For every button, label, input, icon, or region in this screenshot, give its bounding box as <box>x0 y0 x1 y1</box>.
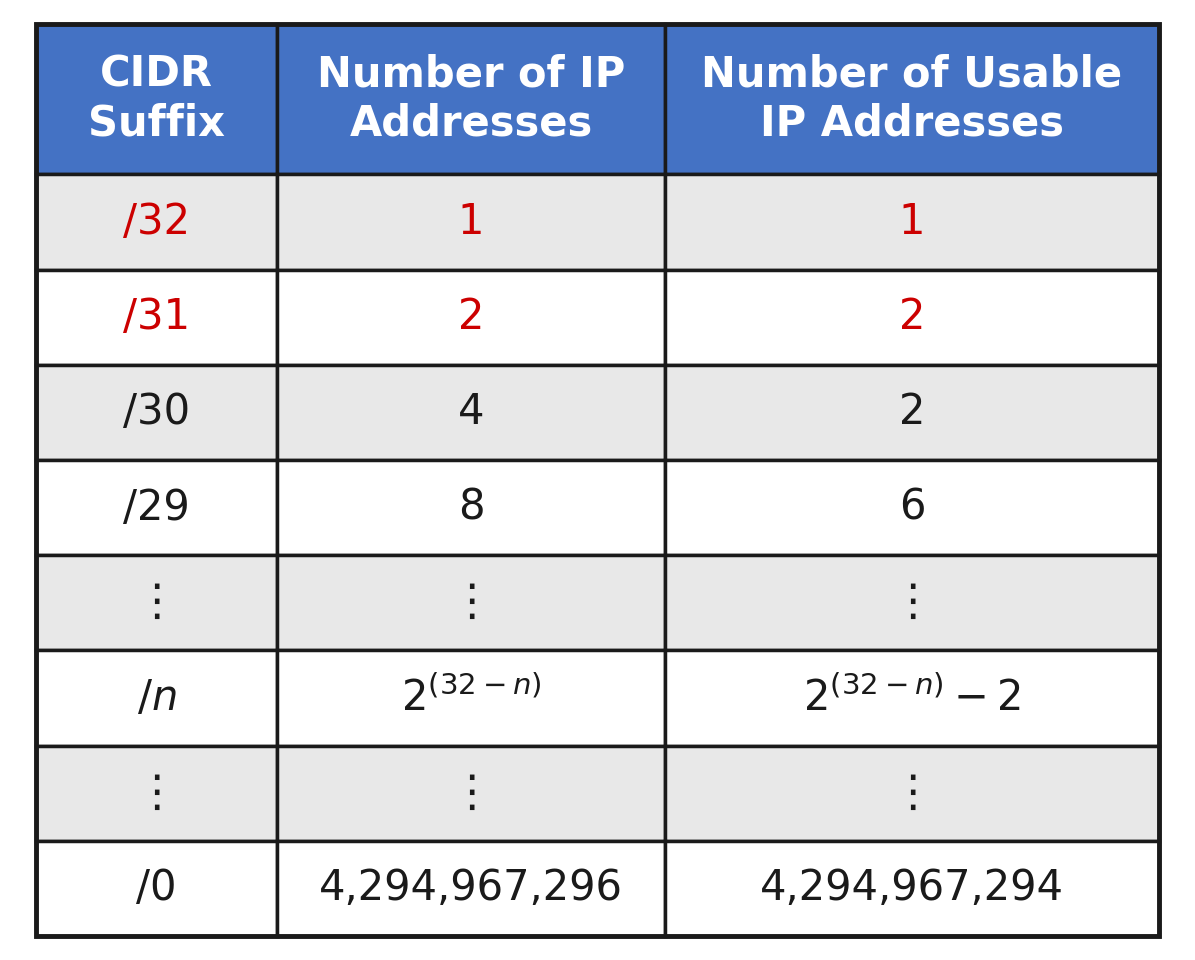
Bar <box>36 24 277 175</box>
Text: 4,294,967,296: 4,294,967,296 <box>319 868 623 909</box>
Bar <box>664 270 1159 365</box>
Bar <box>36 746 277 841</box>
Bar <box>664 555 1159 651</box>
Text: /30: /30 <box>123 392 190 434</box>
Text: Number of IP
Addresses: Number of IP Addresses <box>317 54 625 145</box>
Text: CIDR
Suffix: CIDR Suffix <box>88 54 225 145</box>
Text: 6: 6 <box>899 487 925 529</box>
Text: ⋮: ⋮ <box>890 582 934 624</box>
Bar <box>36 841 277 936</box>
Text: ⋮: ⋮ <box>449 582 494 624</box>
Text: $2^{(32-n)}$: $2^{(32-n)}$ <box>400 677 541 720</box>
Text: ⋮: ⋮ <box>134 582 179 624</box>
Bar <box>36 175 277 270</box>
Bar <box>664 365 1159 460</box>
Bar <box>36 365 277 460</box>
Bar <box>277 651 664 746</box>
Bar <box>664 746 1159 841</box>
Bar <box>664 24 1159 175</box>
Text: 8: 8 <box>458 487 484 529</box>
Bar <box>277 746 664 841</box>
Text: 4: 4 <box>458 392 484 434</box>
Text: ⋮: ⋮ <box>134 772 179 815</box>
Bar <box>277 555 664 651</box>
Text: /31: /31 <box>123 297 190 338</box>
Text: /29: /29 <box>123 487 190 529</box>
Bar <box>277 24 664 175</box>
Bar <box>36 460 277 555</box>
Bar <box>277 460 664 555</box>
Bar <box>664 175 1159 270</box>
Text: 2: 2 <box>899 297 925 338</box>
Bar <box>277 365 664 460</box>
Text: 2: 2 <box>899 392 925 434</box>
Bar <box>36 651 277 746</box>
Bar <box>664 841 1159 936</box>
Text: /0: /0 <box>136 868 177 909</box>
Bar <box>277 270 664 365</box>
Bar <box>664 651 1159 746</box>
Text: Number of Usable
IP Addresses: Number of Usable IP Addresses <box>701 54 1122 145</box>
Text: 4,294,967,294: 4,294,967,294 <box>760 868 1064 909</box>
Bar <box>36 270 277 365</box>
Text: 2: 2 <box>458 297 484 338</box>
Text: $/n$: $/n$ <box>136 677 177 719</box>
Bar <box>36 555 277 651</box>
Text: ⋮: ⋮ <box>890 772 934 815</box>
Text: ⋮: ⋮ <box>449 772 494 815</box>
Text: $2^{(32-n)} - 2$: $2^{(32-n)} - 2$ <box>803 677 1021 720</box>
Bar <box>277 841 664 936</box>
Text: /32: /32 <box>123 201 190 243</box>
Text: 1: 1 <box>458 201 484 243</box>
Text: 1: 1 <box>899 201 925 243</box>
Bar <box>664 460 1159 555</box>
Bar <box>277 175 664 270</box>
